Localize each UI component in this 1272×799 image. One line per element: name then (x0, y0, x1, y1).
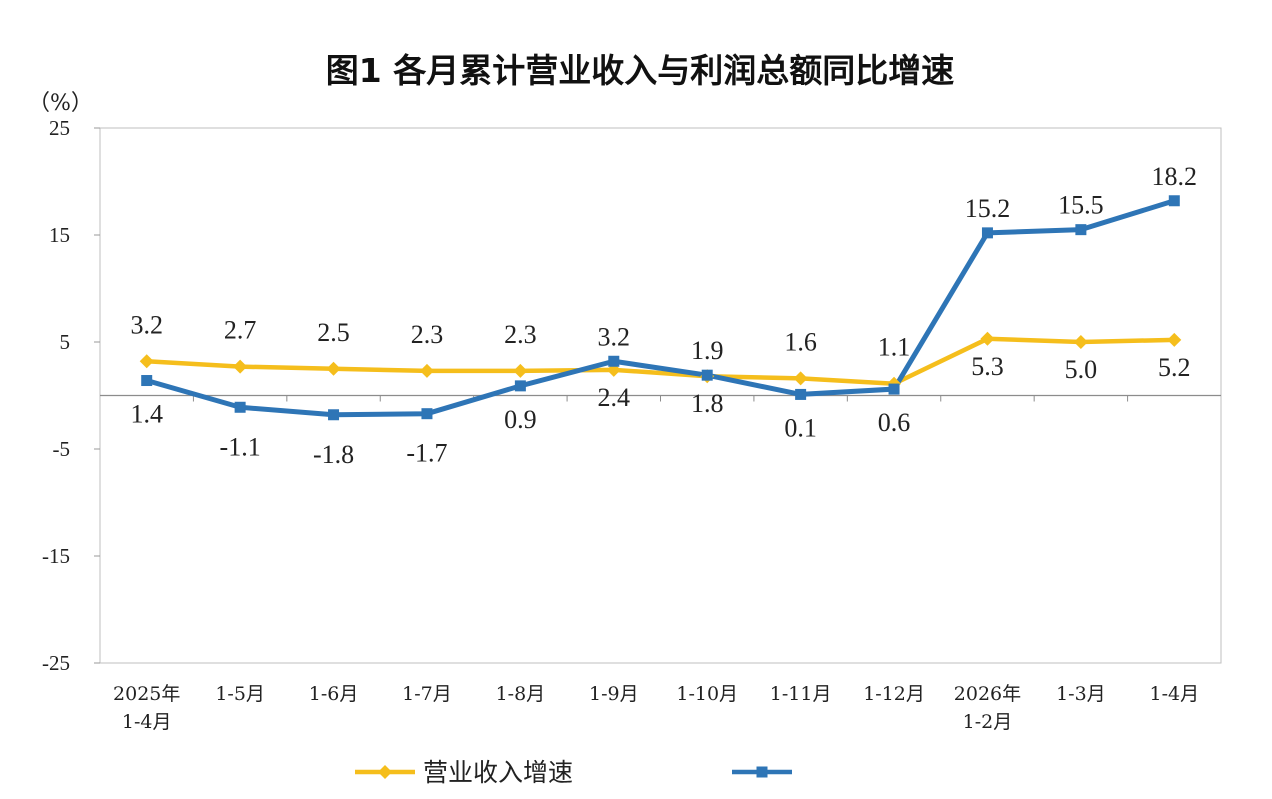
x-tick-label: 1-8月 (496, 683, 546, 705)
legend-revenue-label: 营业收入增速 (423, 758, 573, 787)
data-label-revenue: 1.1 (878, 333, 911, 362)
chart-title: 图1 各月累计营业收入与利润总额同比增速 (326, 51, 954, 90)
data-label-profit: 18.2 (1152, 162, 1198, 191)
x-tick-label: 2026年 (954, 683, 1021, 705)
legend-revenue-marker (378, 765, 392, 779)
data-label-revenue: 2.3 (411, 320, 444, 349)
data-label-profit: 0.9 (504, 405, 537, 434)
data-label-profit: 3.2 (598, 322, 631, 351)
data-label-profit: 0.6 (878, 408, 911, 437)
data-point-profit (234, 401, 246, 413)
x-tick-label: 1-10月 (676, 683, 738, 705)
data-point-revenue (419, 363, 434, 378)
data-point-revenue (793, 371, 808, 386)
y-tick-label: 15 (49, 223, 70, 247)
x-tick-label: 1-5月 (215, 683, 265, 705)
data-point-profit (795, 388, 807, 400)
data-label-revenue: 5.0 (1065, 355, 1098, 384)
y-tick-label: -25 (42, 651, 70, 675)
data-point-profit (1075, 224, 1087, 236)
y-tick-label: 5 (60, 330, 71, 354)
data-label-profit: -1.7 (406, 439, 447, 468)
y-axis-unit-label: （%） (28, 91, 93, 116)
x-tick-label: 1-7月 (402, 683, 452, 705)
data-label-revenue: 1.8 (691, 389, 724, 418)
y-tick-label: -5 (53, 437, 71, 461)
data-point-revenue (980, 331, 995, 346)
data-point-profit (421, 408, 433, 420)
data-label-revenue: 1.6 (784, 327, 817, 356)
data-point-profit (1168, 195, 1180, 207)
data-point-profit (141, 375, 153, 387)
data-point-profit (328, 409, 340, 421)
data-label-profit: -1.1 (220, 432, 261, 461)
data-label-profit: 1.9 (691, 336, 724, 365)
data-point-profit (888, 383, 900, 395)
x-tick-label: 1-4月 (1149, 683, 1199, 705)
data-point-revenue (513, 363, 528, 378)
series-profit-line (144, 198, 1177, 418)
data-point-revenue (1073, 335, 1088, 349)
legend-profit-marker (756, 766, 768, 778)
data-label-revenue: 5.2 (1158, 353, 1191, 382)
data-label-profit: 1.4 (130, 400, 163, 429)
data-label-profit: 15.5 (1058, 191, 1104, 220)
data-point-profit (608, 355, 620, 367)
data-label-revenue: 2.5 (317, 318, 350, 347)
data-label-profit: -1.8 (313, 440, 354, 469)
x-tick-label: 2025年 (113, 683, 180, 705)
data-label-profit: 15.2 (965, 194, 1011, 223)
data-point-revenue (139, 354, 154, 369)
data-point-profit (981, 227, 993, 239)
x-tick-label: 1-11月 (770, 683, 832, 705)
x-tick-label: 1-9月 (589, 683, 639, 705)
data-label-revenue: 2.7 (224, 316, 257, 345)
x-tick-label: 1-2月 (963, 711, 1013, 733)
x-tick-label: 1-4月 (122, 711, 172, 733)
data-point-profit (701, 369, 713, 381)
x-tick-label: 1-3月 (1056, 683, 1106, 705)
data-label-revenue: 5.3 (971, 352, 1004, 381)
data-point-revenue (233, 359, 248, 374)
data-label-revenue: 3.2 (130, 310, 163, 339)
y-tick-label: 25 (49, 116, 70, 140)
x-tick-label: 1-12月 (863, 683, 925, 705)
data-label-revenue: 2.3 (504, 320, 537, 349)
series-revenue-line (144, 336, 1177, 386)
data-label-revenue: 2.4 (598, 383, 631, 412)
data-point-revenue (326, 361, 341, 376)
data-point-profit (514, 380, 526, 392)
x-tick-label: 1-6月 (309, 683, 359, 705)
y-tick-label: -15 (42, 544, 70, 568)
data-point-revenue (1167, 332, 1182, 347)
legend: 营业收入增速 (355, 758, 792, 787)
data-label-profit: 0.1 (784, 413, 817, 442)
